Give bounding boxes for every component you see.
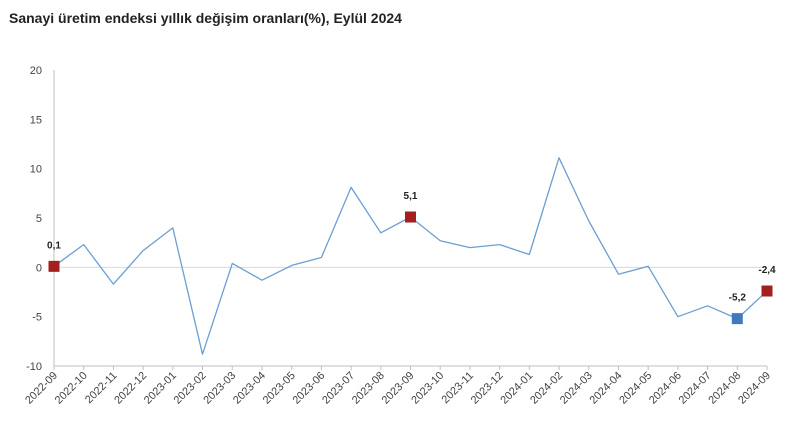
- y-tick-label: 20: [30, 65, 42, 77]
- data-marker: [48, 260, 60, 272]
- x-tick-label: 2022-10: [53, 370, 90, 407]
- series-group: [53, 157, 768, 355]
- x-axis: 2022-092022-102022-112022-122023-012023-…: [23, 365, 773, 407]
- y-tick-label: -5: [32, 312, 42, 324]
- series-line: [53, 157, 768, 355]
- y-tick-label: 10: [30, 164, 42, 176]
- data-label: 0,1: [47, 240, 61, 251]
- y-tick-label: 0: [36, 262, 42, 274]
- y-tick-label: -10: [26, 361, 42, 373]
- x-tick-label: 2024-09: [736, 370, 773, 407]
- highlight-markers: 0,1 5,1 -5,2 -2,4: [47, 191, 776, 325]
- y-tick-label: 5: [36, 213, 42, 225]
- data-label: -2,4: [758, 265, 776, 276]
- data-marker: [405, 211, 416, 223]
- y-tick-label: 15: [30, 114, 42, 126]
- data-label: -5,2: [729, 293, 747, 304]
- data-label: 5,1: [404, 191, 418, 202]
- y-axis: -10 -5 0 5 10 15 20: [26, 65, 767, 373]
- data-marker: [731, 313, 743, 325]
- chart-title: Sanayi üretim endeksi yıllık değişim ora…: [9, 10, 402, 26]
- x-tick-label: 2023-10: [409, 370, 446, 407]
- data-marker: [761, 285, 773, 297]
